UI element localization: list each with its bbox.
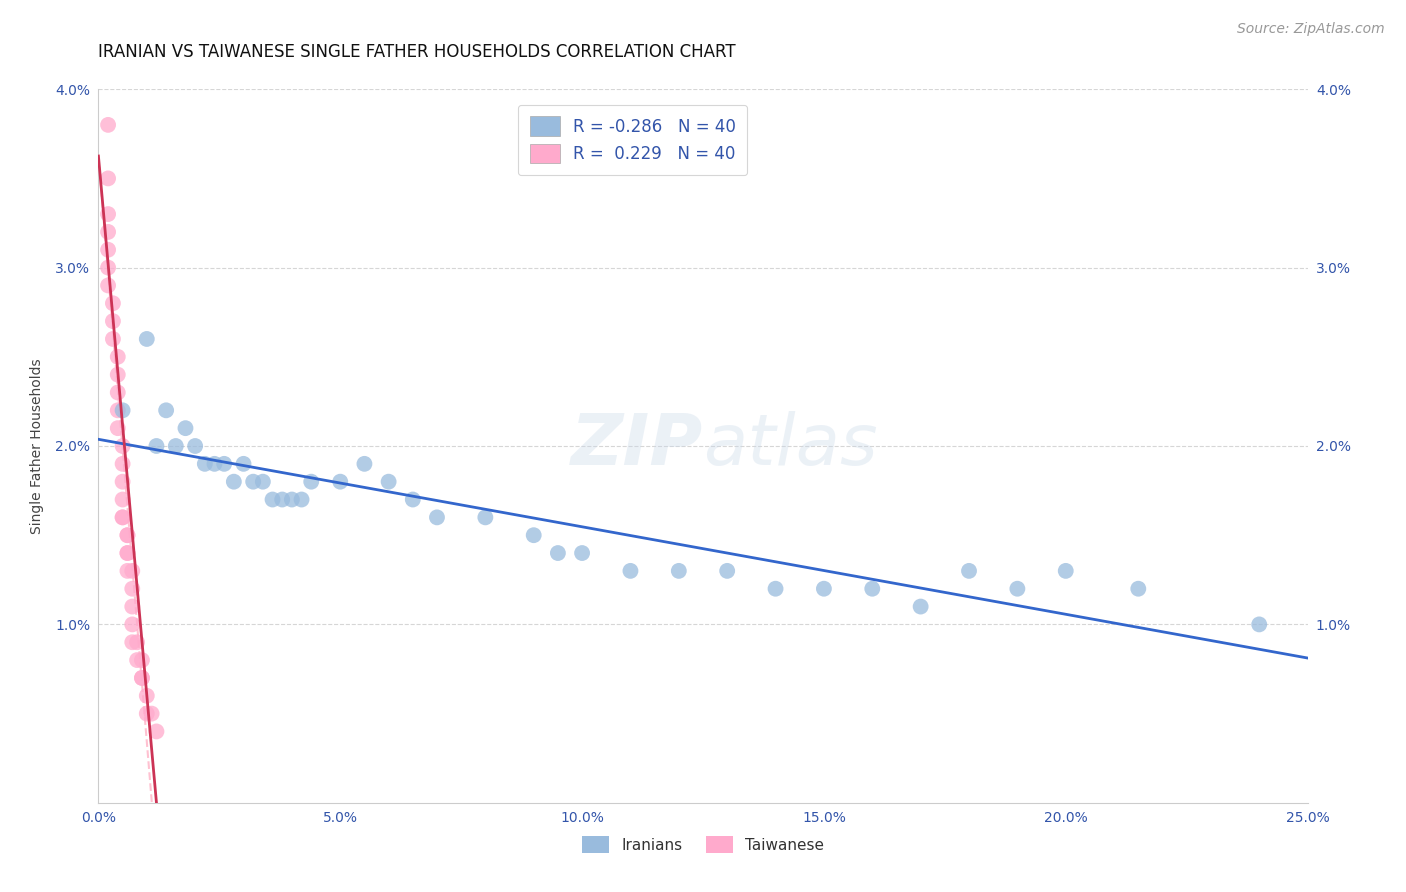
Point bbox=[121, 617, 143, 632]
Point bbox=[97, 171, 120, 186]
Point bbox=[135, 332, 157, 346]
Point bbox=[174, 421, 197, 435]
Point bbox=[474, 510, 496, 524]
Point bbox=[194, 457, 217, 471]
Point bbox=[547, 546, 569, 560]
Point bbox=[111, 439, 134, 453]
Point bbox=[232, 457, 254, 471]
Point bbox=[184, 439, 207, 453]
Point bbox=[1128, 582, 1150, 596]
Point bbox=[145, 724, 167, 739]
Text: ZIP: ZIP bbox=[571, 411, 703, 481]
Point bbox=[262, 492, 284, 507]
Point bbox=[111, 403, 134, 417]
Text: IRANIAN VS TAIWANESE SINGLE FATHER HOUSEHOLDS CORRELATION CHART: IRANIAN VS TAIWANESE SINGLE FATHER HOUSE… bbox=[98, 43, 737, 61]
Point bbox=[290, 492, 312, 507]
Text: atlas: atlas bbox=[703, 411, 877, 481]
Point bbox=[101, 296, 124, 310]
Point bbox=[131, 653, 153, 667]
Point bbox=[145, 439, 167, 453]
Point bbox=[619, 564, 641, 578]
Point bbox=[571, 546, 593, 560]
Point bbox=[117, 546, 139, 560]
Point bbox=[121, 635, 143, 649]
Text: Source: ZipAtlas.com: Source: ZipAtlas.com bbox=[1237, 22, 1385, 37]
Point bbox=[111, 492, 134, 507]
Point bbox=[111, 457, 134, 471]
Point bbox=[165, 439, 187, 453]
Point bbox=[107, 403, 129, 417]
Point bbox=[97, 207, 120, 221]
Point bbox=[271, 492, 294, 507]
Point bbox=[121, 564, 143, 578]
Point bbox=[117, 528, 139, 542]
Point bbox=[111, 475, 134, 489]
Point bbox=[155, 403, 177, 417]
Point bbox=[426, 510, 449, 524]
Point bbox=[121, 582, 143, 596]
Point bbox=[813, 582, 835, 596]
Legend: Iranians, Taiwanese: Iranians, Taiwanese bbox=[575, 830, 831, 859]
Point bbox=[281, 492, 304, 507]
Point bbox=[97, 278, 120, 293]
Point bbox=[97, 118, 120, 132]
Point bbox=[222, 475, 245, 489]
Point bbox=[135, 706, 157, 721]
Point bbox=[212, 457, 235, 471]
Point bbox=[97, 225, 120, 239]
Point bbox=[1054, 564, 1077, 578]
Point bbox=[97, 260, 120, 275]
Point bbox=[765, 582, 787, 596]
Point bbox=[127, 635, 149, 649]
Point bbox=[135, 689, 157, 703]
Point bbox=[131, 671, 153, 685]
Point bbox=[299, 475, 322, 489]
Point bbox=[117, 564, 139, 578]
Point bbox=[107, 385, 129, 400]
Point bbox=[111, 510, 134, 524]
Point bbox=[101, 332, 124, 346]
Point bbox=[141, 706, 163, 721]
Point bbox=[1007, 582, 1029, 596]
Point bbox=[117, 528, 139, 542]
Point bbox=[329, 475, 352, 489]
Point bbox=[111, 510, 134, 524]
Point bbox=[252, 475, 274, 489]
Point bbox=[1249, 617, 1271, 632]
Point bbox=[402, 492, 425, 507]
Point bbox=[523, 528, 546, 542]
Point bbox=[97, 243, 120, 257]
Point bbox=[121, 599, 143, 614]
Point bbox=[860, 582, 883, 596]
Point bbox=[353, 457, 375, 471]
Point bbox=[107, 368, 129, 382]
Point bbox=[716, 564, 738, 578]
Point bbox=[107, 421, 129, 435]
Point bbox=[204, 457, 226, 471]
Point bbox=[957, 564, 980, 578]
Point bbox=[377, 475, 399, 489]
Point bbox=[117, 546, 139, 560]
Point bbox=[107, 350, 129, 364]
Point bbox=[910, 599, 932, 614]
Point bbox=[127, 653, 149, 667]
Point bbox=[131, 671, 153, 685]
Point bbox=[101, 314, 124, 328]
Point bbox=[668, 564, 690, 578]
Y-axis label: Single Father Households: Single Father Households bbox=[30, 359, 44, 533]
Point bbox=[242, 475, 264, 489]
